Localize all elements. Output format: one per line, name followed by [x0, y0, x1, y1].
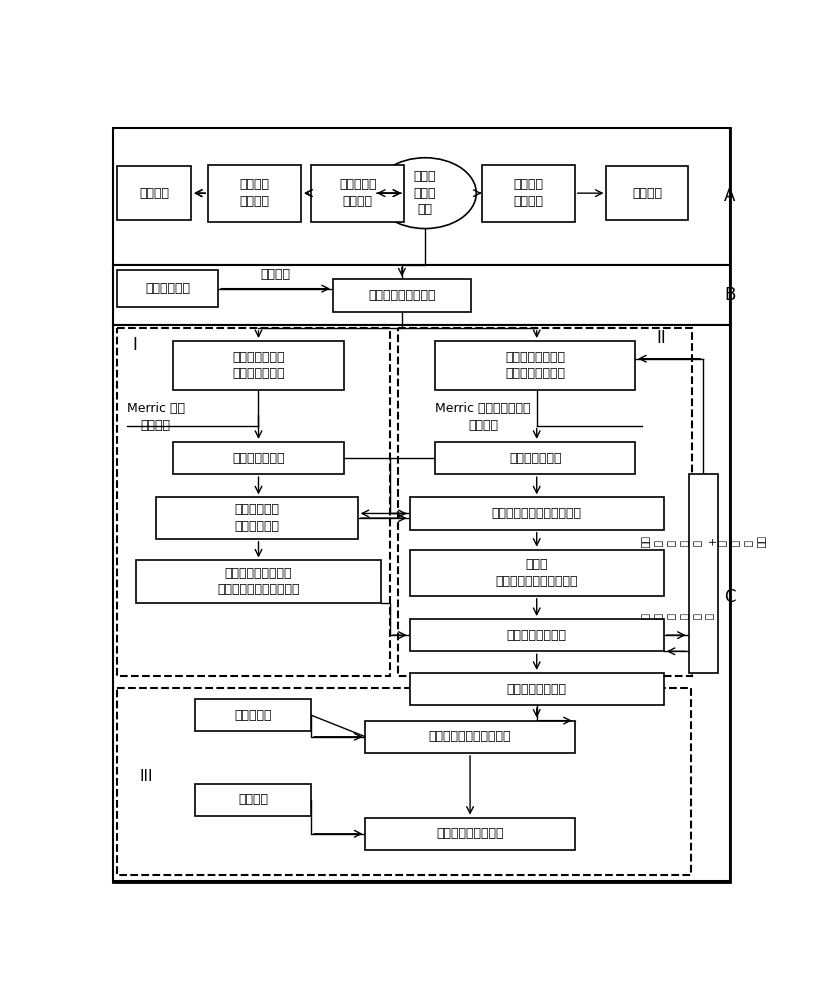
Text: 煤样组成: 煤样组成 [631, 187, 662, 200]
Text: （显
热
热
流
+
辐
射
热
流
差）: （显 热 热 流 + 辐 射 热 流 差） [640, 536, 765, 549]
FancyBboxPatch shape [194, 784, 311, 816]
FancyBboxPatch shape [398, 328, 691, 676]
FancyBboxPatch shape [409, 550, 663, 596]
Text: 计算得显热热流: 计算得显热热流 [509, 452, 561, 465]
Text: 工业分析
元素分析: 工业分析 元素分析 [513, 178, 543, 208]
Text: 计算得归一化反应热热流: 计算得归一化反应热热流 [428, 730, 511, 743]
FancyBboxPatch shape [409, 497, 663, 530]
Text: 空气干
燥煤样
制备: 空气干 燥煤样 制备 [414, 170, 436, 216]
FancyBboxPatch shape [112, 265, 729, 325]
Text: 测定程序: 测定程序 [261, 267, 290, 280]
FancyBboxPatch shape [688, 474, 717, 673]
FancyBboxPatch shape [481, 165, 574, 222]
FancyBboxPatch shape [173, 341, 343, 390]
Text: 计算得反应热热流: 计算得反应热热流 [506, 683, 566, 696]
Text: 计算得归一化反应热: 计算得归一化反应热 [436, 827, 503, 840]
Text: I: I [131, 336, 136, 354]
FancyBboxPatch shape [112, 128, 729, 265]
FancyBboxPatch shape [112, 325, 729, 881]
FancyBboxPatch shape [112, 128, 729, 882]
FancyBboxPatch shape [365, 721, 574, 753]
FancyBboxPatch shape [117, 688, 690, 875]
FancyBboxPatch shape [156, 497, 357, 539]
Text: Merric 模型
经验公式: Merric 模型 经验公式 [127, 402, 184, 432]
FancyBboxPatch shape [435, 341, 634, 390]
Text: 计算得
辐射校正因子的温度方程: 计算得 辐射校正因子的温度方程 [495, 558, 577, 588]
FancyBboxPatch shape [117, 270, 218, 307]
Text: C: C [723, 588, 734, 606]
Text: B: B [723, 286, 734, 304]
FancyBboxPatch shape [409, 619, 663, 651]
Text: Merric 模型、混合模型
经验公式: Merric 模型、混合模型 经验公式 [435, 402, 530, 432]
Text: 焦炭热解过程的
热流和失重数据: 焦炭热解过程的 热流和失重数据 [232, 351, 284, 380]
FancyBboxPatch shape [136, 560, 380, 603]
FancyBboxPatch shape [173, 442, 343, 474]
FancyBboxPatch shape [605, 166, 687, 220]
FancyBboxPatch shape [117, 166, 191, 220]
FancyBboxPatch shape [194, 699, 311, 731]
Text: 拟合辐射热流差曲线
得辐射热流差的拟合方程: 拟合辐射热流差曲线 得辐射热流差的拟合方程 [217, 567, 299, 596]
Text: 计算得辐射热流差: 计算得辐射热流差 [506, 629, 566, 642]
FancyBboxPatch shape [365, 818, 574, 850]
Text: 数值积分: 数值积分 [238, 793, 268, 806]
Text: III: III [139, 769, 153, 784]
FancyBboxPatch shape [311, 165, 404, 222]
Text: 管式炉热解
制备焦样: 管式炉热解 制备焦样 [338, 178, 376, 208]
FancyBboxPatch shape [435, 442, 634, 474]
Text: 工业分析
元素分析: 工业分析 元素分析 [239, 178, 270, 208]
Text: 分离显热热流
得辐射热流差: 分离显热热流 得辐射热流差 [234, 503, 280, 533]
Text: 同步热分析仪: 同步热分析仪 [146, 282, 190, 295]
Text: 测定热流和失重数据: 测定热流和失重数据 [368, 289, 435, 302]
Text: 分
离
基
线
热
流: 分 离 基 线 热 流 [640, 613, 714, 619]
Text: A: A [723, 187, 734, 205]
Text: II: II [656, 329, 666, 347]
FancyBboxPatch shape [332, 279, 471, 312]
Ellipse shape [374, 158, 476, 229]
FancyBboxPatch shape [409, 673, 663, 705]
Text: 计算得辐射校正因子初始值: 计算得辐射校正因子初始值 [491, 507, 581, 520]
Text: 计算得显热热流: 计算得显热热流 [232, 452, 284, 465]
Text: 干燥基煤热解过程
的热流和失重数据: 干燥基煤热解过程 的热流和失重数据 [504, 351, 565, 380]
FancyBboxPatch shape [208, 165, 301, 222]
Text: 焦样组成: 焦样组成 [139, 187, 169, 200]
Text: 质量归一化: 质量归一化 [234, 709, 271, 722]
FancyBboxPatch shape [117, 328, 390, 676]
